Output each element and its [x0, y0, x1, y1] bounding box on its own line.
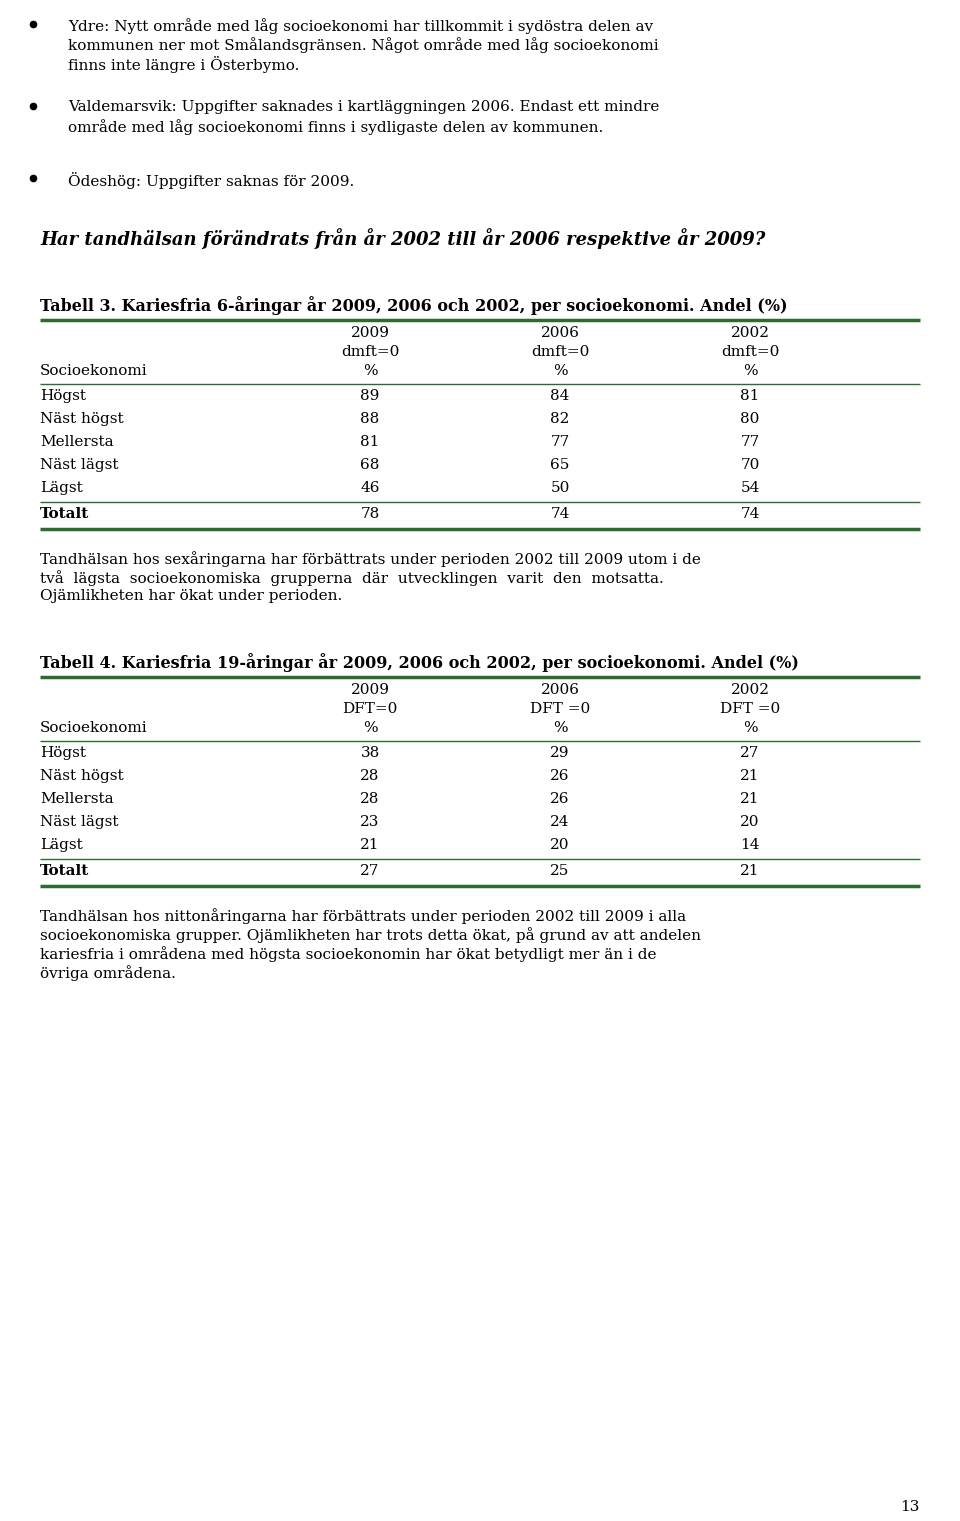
- Text: 20: 20: [740, 815, 759, 829]
- Text: 26: 26: [550, 792, 569, 806]
- Text: Lägst: Lägst: [40, 481, 83, 494]
- Text: dmft=0: dmft=0: [721, 345, 780, 359]
- Text: Ydre: Nytt område med låg socioekonomi har tillkommit i sydöstra delen av: Ydre: Nytt område med låg socioekonomi h…: [68, 18, 653, 33]
- Text: Näst högst: Näst högst: [40, 412, 124, 426]
- Text: Socioekonomi: Socioekonomi: [40, 721, 148, 735]
- Text: 26: 26: [550, 770, 569, 783]
- Text: 81: 81: [740, 389, 759, 403]
- Text: 68: 68: [360, 458, 380, 472]
- Text: 2002: 2002: [731, 325, 770, 341]
- Text: Högst: Högst: [40, 745, 86, 760]
- Text: två  lägsta  socioekonomiska  grupperna  där  utvecklingen  varit  den  motsatta: två lägsta socioekonomiska grupperna där…: [40, 570, 663, 586]
- Text: 54: 54: [740, 481, 759, 494]
- Text: Lägst: Lägst: [40, 838, 83, 852]
- Text: Mellersta: Mellersta: [40, 792, 113, 806]
- Text: 77: 77: [740, 435, 759, 449]
- Text: 89: 89: [360, 389, 380, 403]
- Text: 21: 21: [360, 838, 380, 852]
- Text: 29: 29: [550, 745, 569, 760]
- Text: Tandhälsan hos nittonåringarna har förbättrats under perioden 2002 till 2009 i a: Tandhälsan hos nittonåringarna har förbä…: [40, 908, 686, 923]
- Text: %: %: [553, 364, 567, 379]
- Text: 28: 28: [360, 770, 380, 783]
- Text: Ojämlikheten har ökat under perioden.: Ojämlikheten har ökat under perioden.: [40, 589, 343, 602]
- Text: 21: 21: [740, 770, 759, 783]
- Text: Socioekonomi: Socioekonomi: [40, 364, 148, 379]
- Text: 27: 27: [360, 864, 380, 878]
- Text: Tabell 3. Kariesfria 6-åringar år 2009, 2006 och 2002, per socioekonomi. Andel (: Tabell 3. Kariesfria 6-åringar år 2009, …: [40, 297, 787, 315]
- Text: 78: 78: [360, 506, 379, 522]
- Text: Totalt: Totalt: [40, 864, 89, 878]
- Text: %: %: [743, 364, 757, 379]
- Text: 13: 13: [900, 1500, 920, 1513]
- Text: 21: 21: [740, 864, 759, 878]
- Text: 23: 23: [360, 815, 380, 829]
- Text: 77: 77: [550, 435, 569, 449]
- Text: kariesfria i områdena med högsta socioekonomin har ökat betydligt mer än i de: kariesfria i områdena med högsta socioek…: [40, 946, 657, 961]
- Text: 38: 38: [360, 745, 379, 760]
- Text: Tabell 4. Kariesfria 19-åringar år 2009, 2006 och 2002, per socioekonomi. Andel : Tabell 4. Kariesfria 19-åringar år 2009,…: [40, 653, 799, 672]
- Text: %: %: [743, 721, 757, 735]
- Text: område med låg socioekonomi finns i sydligaste delen av kommunen.: område med låg socioekonomi finns i sydl…: [68, 119, 603, 135]
- Text: DFT =0: DFT =0: [530, 703, 590, 716]
- Text: Högst: Högst: [40, 389, 86, 403]
- Text: 84: 84: [550, 389, 569, 403]
- Text: Näst lägst: Näst lägst: [40, 458, 118, 472]
- Text: 88: 88: [360, 412, 379, 426]
- Text: kommunen ner mot Smålandsgränsen. Något område med låg socioekonomi: kommunen ner mot Smålandsgränsen. Något …: [68, 37, 659, 53]
- Text: 27: 27: [740, 745, 759, 760]
- Text: 25: 25: [550, 864, 569, 878]
- Text: 46: 46: [360, 481, 380, 494]
- Text: finns inte längre i Österbymo.: finns inte längre i Österbymo.: [68, 56, 300, 73]
- Text: 82: 82: [550, 412, 569, 426]
- Text: socioekonomiska grupper. Ojämlikheten har trots detta ökat, på grund av att ande: socioekonomiska grupper. Ojämlikheten ha…: [40, 926, 701, 943]
- Text: 2006: 2006: [540, 683, 580, 697]
- Text: 74: 74: [550, 506, 569, 522]
- Text: 14: 14: [740, 838, 759, 852]
- Text: 24: 24: [550, 815, 569, 829]
- Text: dmft=0: dmft=0: [341, 345, 399, 359]
- Text: 21: 21: [740, 792, 759, 806]
- Text: %: %: [363, 364, 377, 379]
- Text: Ödeshög: Uppgifter saknas för 2009.: Ödeshög: Uppgifter saknas för 2009.: [68, 172, 354, 189]
- Text: 2002: 2002: [731, 683, 770, 697]
- Text: övriga områdena.: övriga områdena.: [40, 964, 176, 981]
- Text: %: %: [363, 721, 377, 735]
- Text: dmft=0: dmft=0: [531, 345, 589, 359]
- Text: 50: 50: [550, 481, 569, 494]
- Text: 65: 65: [550, 458, 569, 472]
- Text: DFT =0: DFT =0: [720, 703, 780, 716]
- Text: %: %: [553, 721, 567, 735]
- Text: Näst högst: Näst högst: [40, 770, 124, 783]
- Text: 28: 28: [360, 792, 380, 806]
- Text: 70: 70: [740, 458, 759, 472]
- Text: Tandhälsan hos sexåringarna har förbättrats under perioden 2002 till 2009 utom i: Tandhälsan hos sexåringarna har förbättr…: [40, 551, 701, 567]
- Text: 2009: 2009: [350, 325, 390, 341]
- Text: Har tandhälsan förändrats från år 2002 till år 2006 respektive år 2009?: Har tandhälsan förändrats från år 2002 t…: [40, 228, 765, 249]
- Text: DFT=0: DFT=0: [343, 703, 397, 716]
- Text: Mellersta: Mellersta: [40, 435, 113, 449]
- Text: Näst lägst: Näst lägst: [40, 815, 118, 829]
- Text: 81: 81: [360, 435, 380, 449]
- Text: 80: 80: [740, 412, 759, 426]
- Text: 74: 74: [740, 506, 759, 522]
- Text: 2009: 2009: [350, 683, 390, 697]
- Text: 20: 20: [550, 838, 569, 852]
- Text: 2006: 2006: [540, 325, 580, 341]
- Text: Valdemarsvik: Uppgifter saknades i kartläggningen 2006. Endast ett mindre: Valdemarsvik: Uppgifter saknades i kartl…: [68, 100, 660, 114]
- Text: Totalt: Totalt: [40, 506, 89, 522]
